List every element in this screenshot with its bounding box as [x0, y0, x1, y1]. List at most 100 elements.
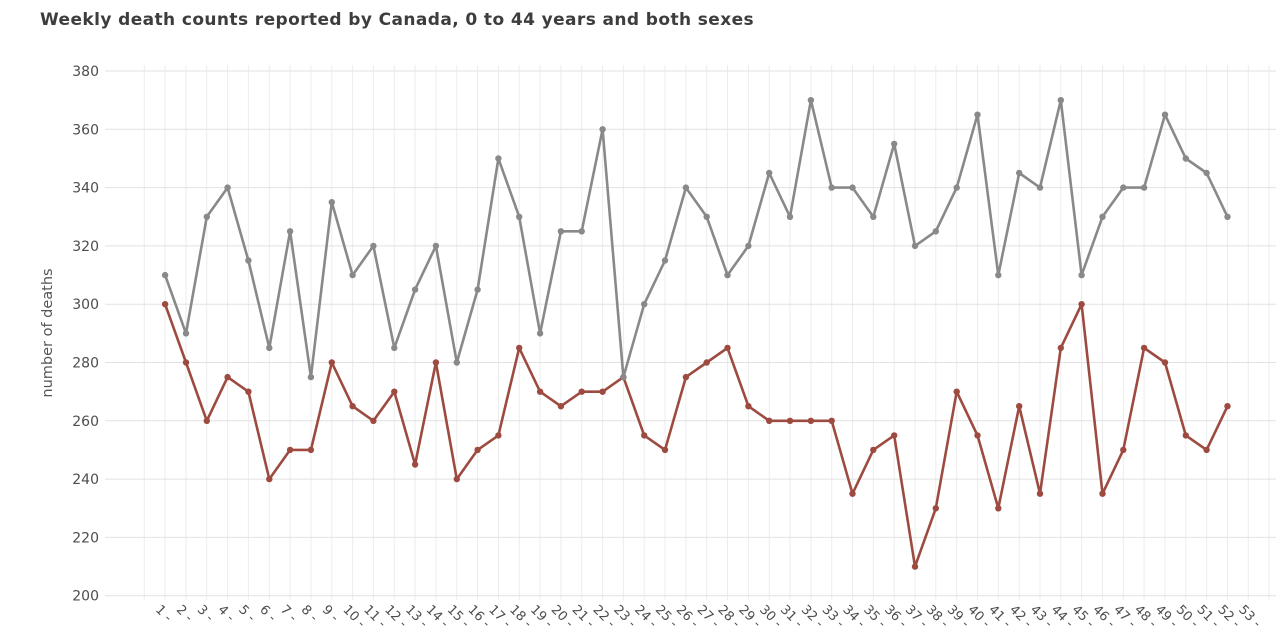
red-series-data-point[interactable]: [245, 388, 252, 395]
red-series-data-point[interactable]: [1016, 403, 1023, 410]
red-series-data-point[interactable]: [557, 403, 565, 410]
red-series-data-point[interactable]: [599, 388, 606, 395]
gray-series-data-point[interactable]: [911, 242, 919, 250]
gray-series-data-point[interactable]: [203, 213, 210, 220]
red-series-data-point[interactable]: [432, 359, 440, 366]
gray-series-data-point[interactable]: [828, 184, 835, 191]
plot-series[interactable]: [161, 97, 1231, 570]
gray-series-data-point[interactable]: [557, 228, 565, 235]
red-series-data-point[interactable]: [849, 490, 856, 497]
red-series-data-point[interactable]: [724, 344, 731, 352]
gray-series-data-point[interactable]: [1078, 271, 1085, 279]
red-series-data-point[interactable]: [182, 359, 190, 366]
red-series-data-point[interactable]: [974, 432, 981, 439]
red-series-data-point[interactable]: [495, 432, 502, 439]
gray-series-data-point[interactable]: [1140, 184, 1148, 191]
gray-series-data-point[interactable]: [641, 301, 648, 308]
gray-series-data-point[interactable]: [620, 373, 627, 381]
gray-series-data-point[interactable]: [224, 184, 231, 191]
red-series-data-point[interactable]: [1182, 432, 1190, 439]
gray-series-data-point[interactable]: [766, 169, 773, 177]
red-series-data-point[interactable]: [828, 417, 835, 424]
red-series-data-point[interactable]: [266, 475, 273, 483]
gray-series-data-point[interactable]: [286, 228, 294, 235]
red-series-data-point[interactable]: [1161, 359, 1169, 366]
red-series-data-point[interactable]: [1078, 301, 1085, 308]
red-series-data-point[interactable]: [328, 359, 335, 366]
red-series-data-point[interactable]: [1203, 446, 1210, 454]
red-series-data-point[interactable]: [953, 388, 960, 395]
red-series-data-point[interactable]: [1140, 344, 1148, 352]
red-series-data-point[interactable]: [1057, 344, 1065, 352]
gray-series-data-point[interactable]: [661, 257, 669, 264]
gray-series-data-point[interactable]: [1057, 97, 1065, 104]
gray-series-data-point[interactable]: [995, 271, 1002, 279]
gray-series-data-point[interactable]: [1182, 155, 1190, 162]
gray-series-data-point[interactable]: [745, 242, 752, 250]
red-series-data-point[interactable]: [224, 373, 231, 381]
gray-series-data-point[interactable]: [453, 359, 460, 366]
gray-series-data-point[interactable]: [807, 97, 815, 104]
gray-series-data-point[interactable]: [307, 373, 315, 381]
red-series-data-point[interactable]: [307, 446, 315, 454]
gray-series-data-point[interactable]: [1099, 213, 1106, 220]
gray-series-data-point[interactable]: [182, 330, 190, 337]
red-series-data-point[interactable]: [911, 563, 919, 570]
gray-series-data-point[interactable]: [849, 184, 856, 191]
red-series-data-point[interactable]: [411, 461, 419, 468]
gray-series-data-point[interactable]: [349, 271, 356, 279]
gray-series-data-point[interactable]: [328, 199, 335, 206]
red-series-data-point[interactable]: [578, 388, 585, 395]
gray-series-data-point[interactable]: [599, 126, 606, 133]
gray-series-data-point[interactable]: [1120, 184, 1127, 191]
red-series-data-point[interactable]: [1099, 490, 1106, 497]
gray-series-data-point[interactable]: [578, 228, 585, 235]
gray-series-data-point[interactable]: [682, 184, 690, 191]
red-series-data-point[interactable]: [286, 446, 294, 454]
red-series-data-point[interactable]: [661, 446, 669, 454]
red-series-data-point[interactable]: [391, 388, 398, 395]
gray-series-data-point[interactable]: [266, 344, 273, 352]
gray-series-data-point[interactable]: [891, 140, 898, 148]
gray-series-data-point[interactable]: [974, 111, 981, 118]
gray-series-data-point[interactable]: [1161, 111, 1169, 118]
red-series-data-point[interactable]: [870, 446, 877, 454]
gray-series-data-point[interactable]: [495, 155, 502, 162]
red-series-data-point[interactable]: [516, 344, 523, 352]
red-series-data-point[interactable]: [641, 432, 648, 439]
red-series-data-point[interactable]: [682, 373, 690, 381]
red-series-data-point[interactable]: [161, 301, 169, 308]
red-series-data-point[interactable]: [995, 505, 1002, 512]
gray-series-data-point[interactable]: [1203, 169, 1210, 177]
gray-series-data-point[interactable]: [870, 213, 877, 220]
red-series-data-point[interactable]: [786, 417, 794, 424]
red-series-data-point[interactable]: [1036, 490, 1044, 497]
red-series-data-point[interactable]: [453, 475, 460, 483]
red-series-data-point[interactable]: [703, 359, 710, 366]
red-series-data-point[interactable]: [536, 388, 544, 395]
gray-series-data-point[interactable]: [703, 213, 710, 220]
gray-series-data-point[interactable]: [1036, 184, 1044, 191]
red-series-data-point[interactable]: [349, 403, 356, 410]
red-series-data-point[interactable]: [891, 432, 898, 439]
gray-series-data-point[interactable]: [411, 286, 419, 293]
gray-series-data-point[interactable]: [536, 330, 544, 337]
gray-series-data-point[interactable]: [1224, 213, 1231, 220]
gray-series-data-point[interactable]: [370, 242, 377, 250]
gray-series-data-point[interactable]: [432, 242, 440, 250]
gray-series-data-point[interactable]: [391, 344, 398, 352]
red-series-data-point[interactable]: [370, 417, 377, 424]
gray-series-data-point[interactable]: [786, 213, 794, 220]
red-series-data-point[interactable]: [807, 417, 815, 424]
gray-series-data-point[interactable]: [161, 271, 169, 279]
gray-series-data-point[interactable]: [245, 257, 252, 264]
red-series-data-point[interactable]: [932, 505, 939, 512]
red-series-data-point[interactable]: [745, 403, 752, 410]
gray-series-data-point[interactable]: [932, 228, 939, 235]
red-series-data-point[interactable]: [1224, 403, 1231, 410]
red-series-data-point[interactable]: [766, 417, 773, 424]
red-series-data-point[interactable]: [1120, 446, 1127, 454]
red-series-data-point[interactable]: [474, 446, 481, 454]
gray-series-data-point[interactable]: [953, 184, 960, 191]
red-series-data-point[interactable]: [203, 417, 210, 424]
